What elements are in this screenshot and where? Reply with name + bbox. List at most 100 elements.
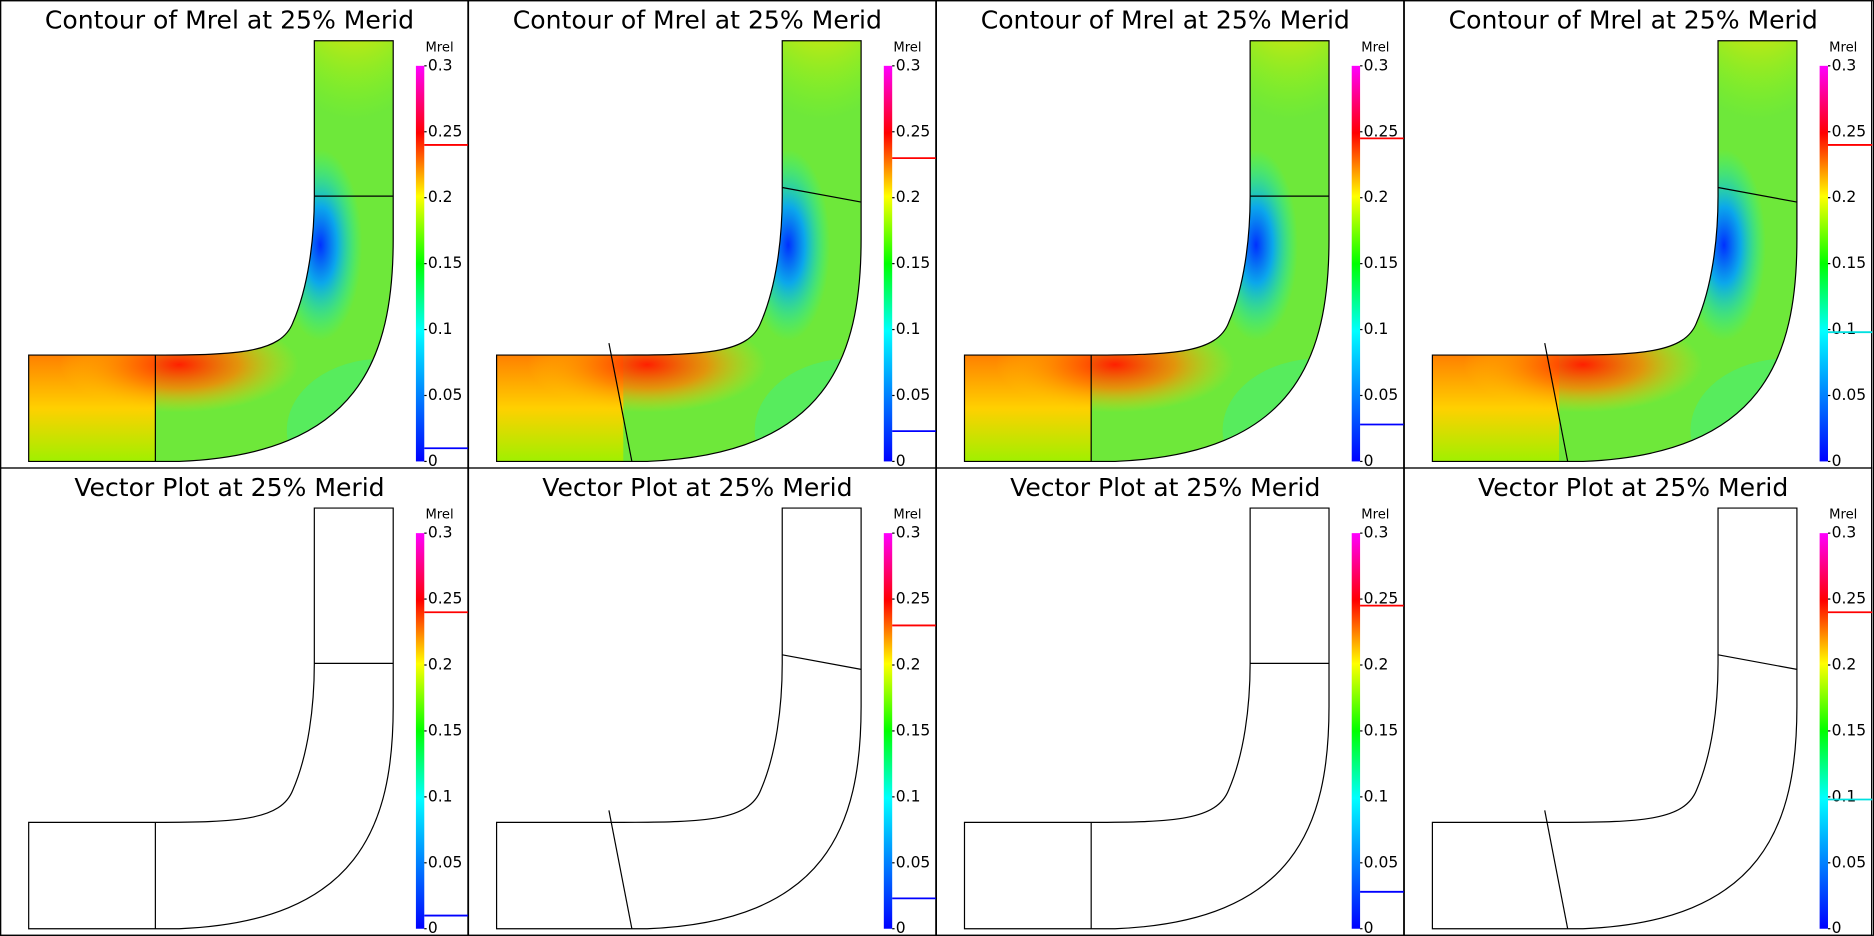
vector — [335, 833, 337, 847]
vector — [1261, 695, 1264, 709]
vector — [1143, 692, 1156, 697]
vector — [1653, 783, 1664, 793]
vector — [219, 845, 232, 851]
vector — [794, 730, 797, 744]
vector — [650, 742, 664, 743]
vector — [1151, 801, 1164, 807]
vector — [1631, 679, 1643, 686]
vector — [1165, 849, 1177, 857]
vector — [793, 856, 796, 870]
vector — [769, 824, 775, 837]
vector — [1628, 777, 1640, 784]
vector — [262, 667, 272, 678]
vector — [1153, 703, 1166, 709]
vector — [185, 785, 199, 786]
colorbar-tick-label: 0.2 — [896, 656, 921, 674]
vector — [727, 819, 737, 830]
vector — [272, 678, 281, 690]
vector — [703, 895, 715, 903]
vector — [336, 814, 338, 828]
vector — [321, 812, 325, 826]
vector — [1133, 662, 1147, 666]
vector — [715, 881, 726, 891]
vector — [192, 805, 206, 808]
vector — [1151, 855, 1164, 861]
vector — [749, 728, 757, 740]
vector — [715, 666, 726, 676]
vector — [325, 910, 328, 924]
vector — [1196, 686, 1206, 697]
vector — [707, 885, 718, 894]
vector — [1621, 864, 1634, 870]
vector — [672, 898, 686, 903]
vector — [1128, 751, 1142, 754]
vector — [792, 714, 796, 728]
vector — [813, 845, 814, 859]
panel-title: Contour of Mrel at 25% Merid — [981, 6, 1350, 35]
vector — [675, 746, 688, 751]
vector — [215, 801, 228, 807]
vector — [237, 870, 249, 878]
vector — [769, 877, 775, 890]
vector — [1262, 837, 1265, 851]
vector — [1633, 903, 1645, 911]
colorbar-tick-label: 0 — [1364, 919, 1374, 936]
vector — [1251, 772, 1255, 786]
vector — [1633, 688, 1645, 696]
interface-line — [608, 810, 633, 929]
vector — [270, 717, 279, 728]
vector — [1589, 839, 1603, 840]
vector — [258, 784, 268, 794]
vector — [345, 791, 346, 805]
vector — [716, 916, 727, 926]
vector — [663, 707, 677, 710]
vector — [227, 679, 239, 686]
vector — [811, 889, 813, 903]
vector — [1140, 737, 1154, 742]
vector — [1597, 834, 1611, 837]
vector — [705, 816, 717, 824]
vector — [1171, 842, 1183, 850]
vector — [1260, 660, 1264, 674]
vector — [1176, 753, 1187, 762]
vector — [1644, 753, 1655, 762]
vector — [1268, 824, 1271, 838]
vector — [793, 749, 796, 763]
vector — [1186, 837, 1197, 847]
vector — [235, 734, 247, 742]
vector — [718, 783, 729, 793]
vector — [348, 747, 349, 761]
vector — [773, 760, 778, 773]
vector — [262, 775, 272, 786]
vector — [789, 866, 793, 880]
vector — [348, 801, 349, 815]
vector — [216, 829, 229, 835]
colorbar-tick-label: 0.1 — [428, 320, 453, 338]
vector — [651, 878, 665, 879]
vector — [682, 713, 695, 719]
vector — [235, 788, 247, 796]
vector — [1600, 897, 1614, 900]
vector — [703, 734, 715, 742]
vector — [1182, 799, 1193, 808]
vector — [750, 655, 758, 667]
vector — [1258, 685, 1262, 699]
vector — [708, 806, 719, 815]
vector — [653, 839, 667, 840]
vector — [1650, 691, 1661, 700]
vector — [1208, 786, 1217, 798]
vector — [207, 746, 220, 751]
vector — [1281, 684, 1282, 698]
vector — [1599, 814, 1613, 817]
vector — [238, 743, 249, 752]
vector — [184, 912, 198, 913]
vector — [671, 917, 685, 921]
vector — [1140, 844, 1154, 849]
vector — [1639, 788, 1651, 796]
vector — [282, 816, 290, 828]
vector — [675, 853, 688, 858]
colorbar-tick-label: 0.05 — [1364, 386, 1399, 404]
colorbar-tick-label: 0.15 — [1364, 721, 1399, 739]
vector — [197, 716, 211, 720]
vector — [219, 683, 232, 689]
